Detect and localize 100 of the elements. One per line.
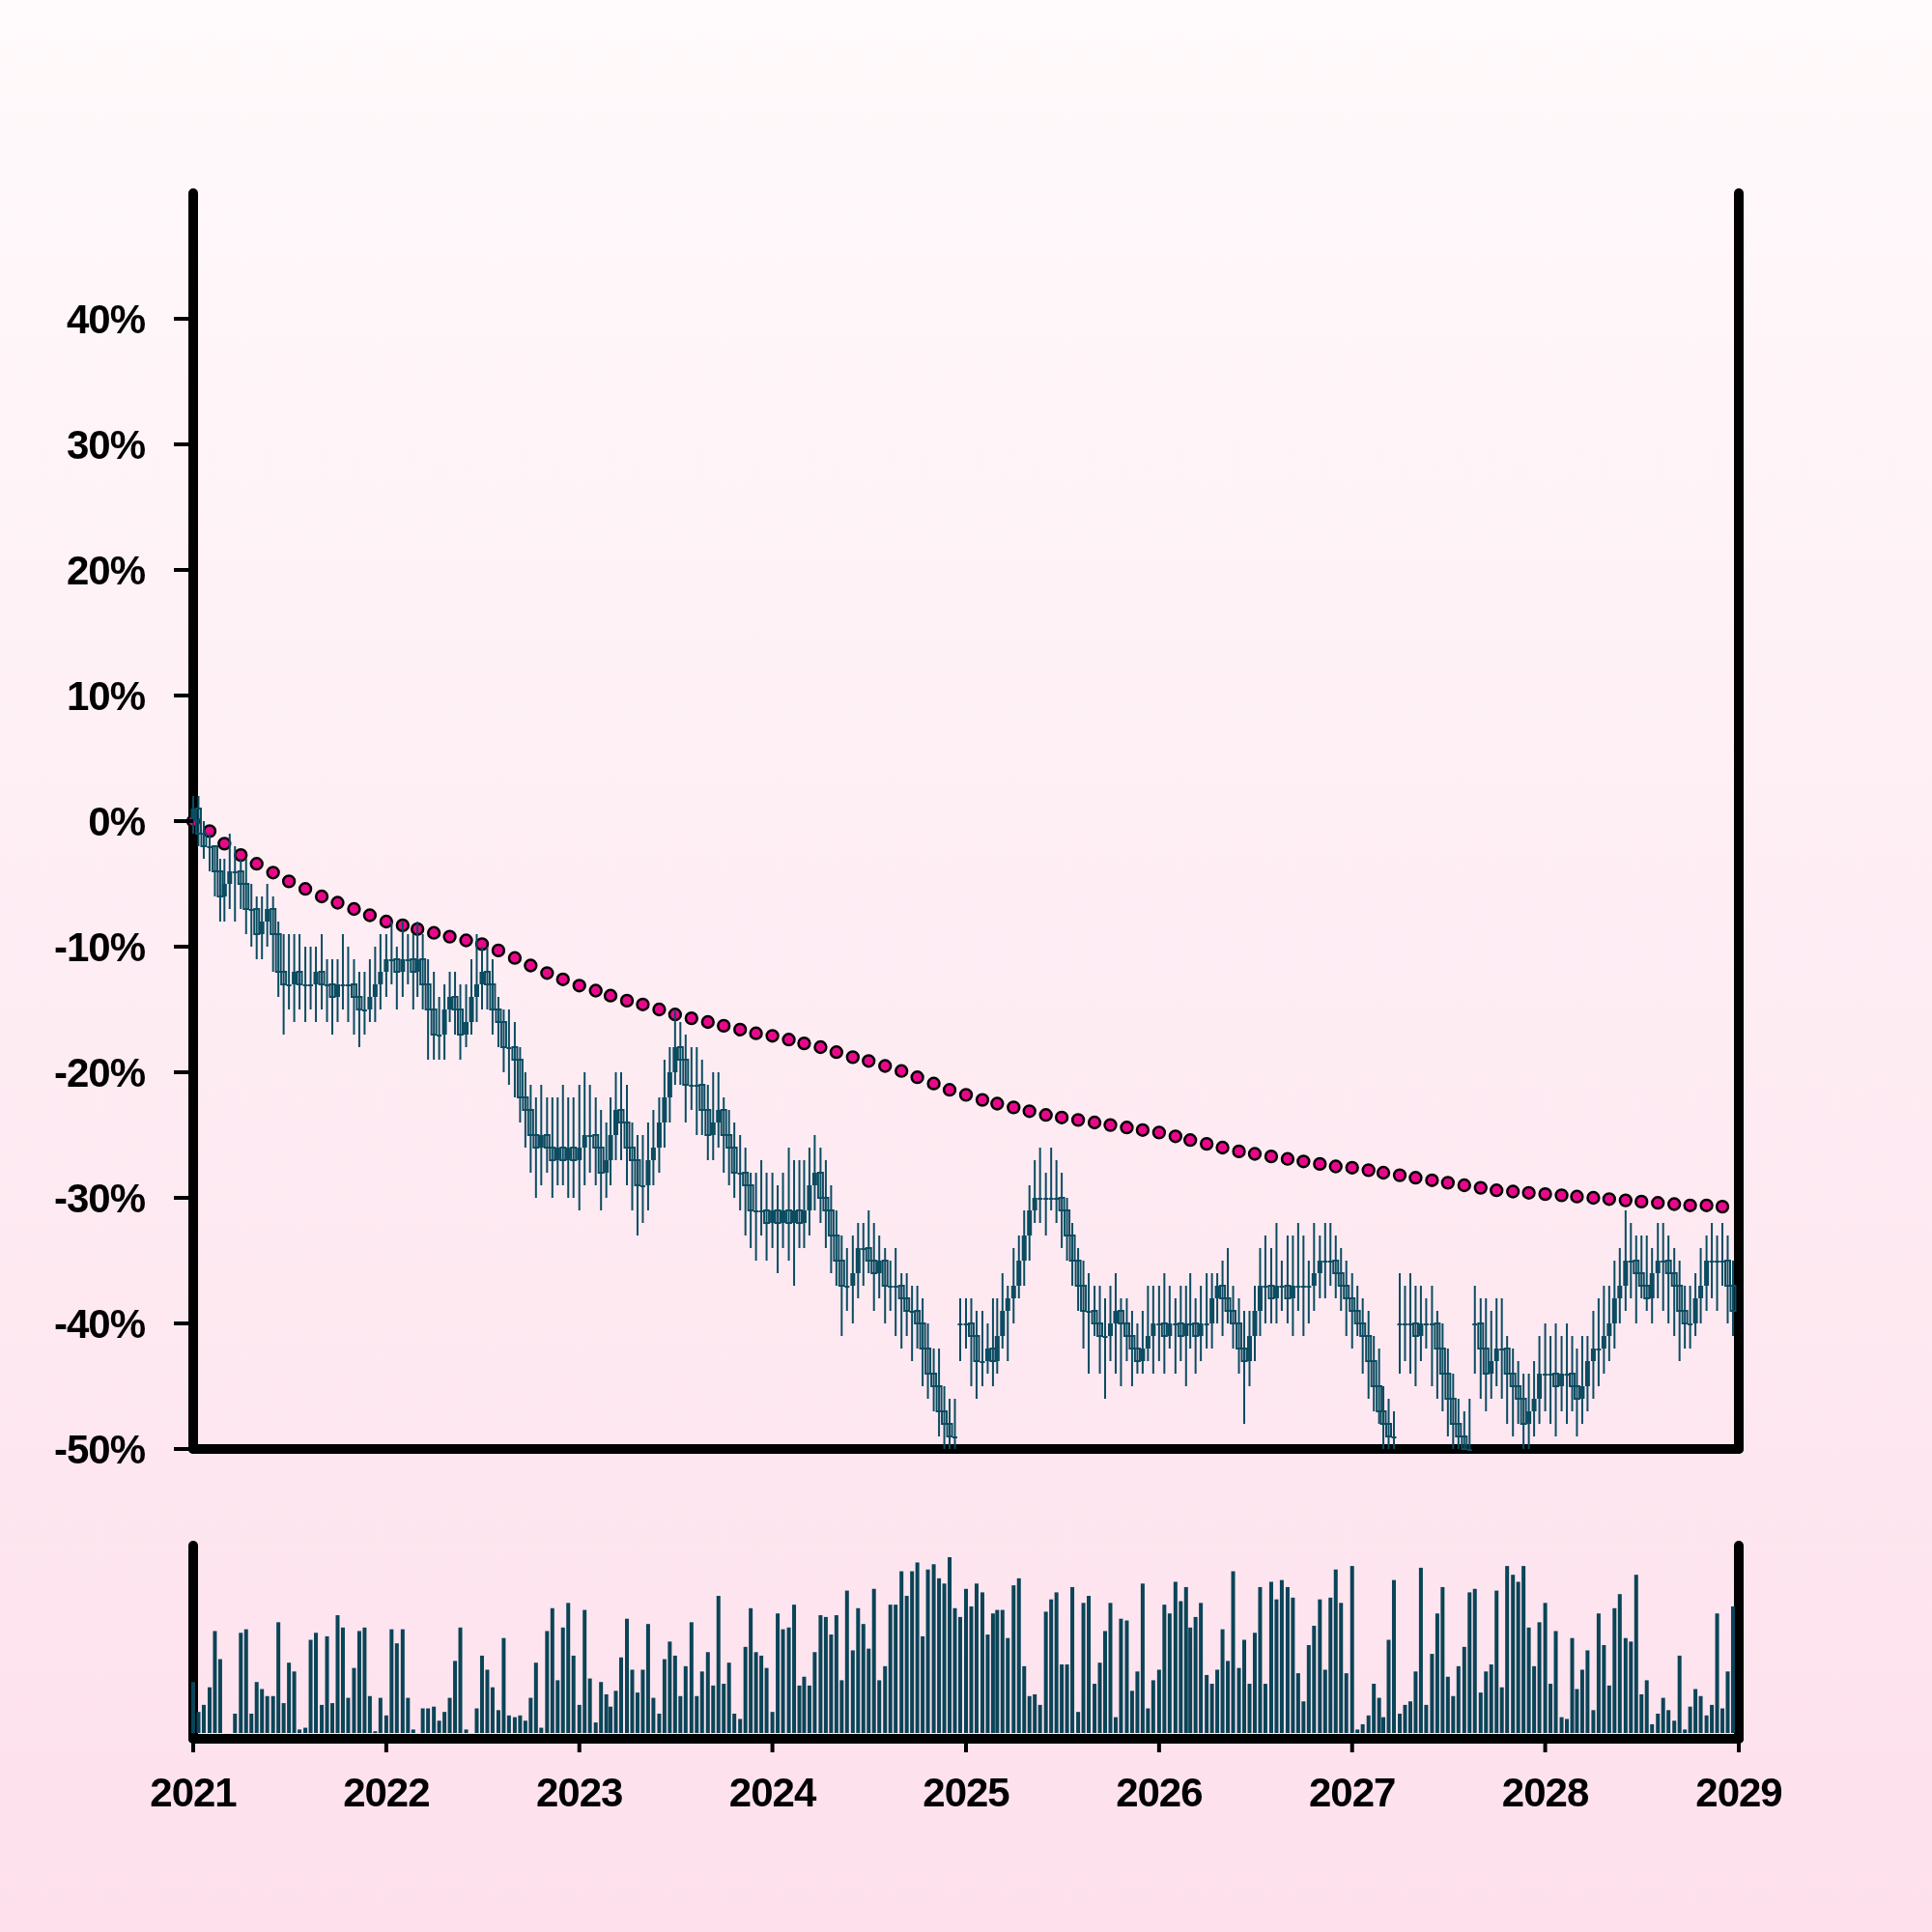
bar [1730, 1605, 1735, 1733]
bar [303, 1727, 308, 1733]
candlestick [1601, 1285, 1606, 1375]
x-tick-label: 2022 [343, 1770, 430, 1815]
bar [233, 1713, 238, 1733]
bar [883, 1665, 888, 1733]
y-tick-label: 0% [88, 799, 146, 845]
bar [1167, 1613, 1172, 1733]
candlestick [989, 1297, 997, 1387]
candlestick [328, 958, 336, 1036]
candlestick [367, 958, 373, 1023]
x-tick-label: 2026 [1116, 1770, 1203, 1815]
bar [587, 1678, 592, 1733]
candlestick [1606, 1285, 1612, 1362]
bar [699, 1671, 704, 1733]
bar [217, 1659, 222, 1733]
bar [1076, 1712, 1081, 1733]
bar [1318, 1599, 1322, 1733]
candlestick [1107, 1285, 1113, 1362]
bar [545, 1631, 550, 1733]
candlestick [850, 1235, 856, 1324]
candlestick [384, 933, 389, 998]
bar [1617, 1594, 1622, 1733]
bar [1570, 1637, 1575, 1733]
bar [1231, 1571, 1236, 1733]
bar [1537, 1622, 1542, 1733]
x-tick-label: 2027 [1309, 1770, 1396, 1815]
x-tick-label: 2023 [536, 1770, 623, 1815]
bar [990, 1613, 995, 1733]
bar [474, 1708, 479, 1733]
bar [802, 1676, 807, 1733]
candlestick [372, 946, 378, 1023]
candlestick [1698, 1247, 1704, 1324]
x-tick-label: 2021 [150, 1770, 238, 1815]
bar [432, 1706, 437, 1733]
bar [411, 1729, 415, 1733]
bar [625, 1618, 630, 1733]
bar [1456, 1665, 1461, 1733]
bar [1360, 1723, 1365, 1733]
bar [1263, 1684, 1267, 1733]
bar [1205, 1674, 1209, 1733]
candlestick [650, 1109, 656, 1186]
bar [1124, 1620, 1129, 1733]
bar [1093, 1684, 1097, 1733]
y-tick-label: -40% [53, 1301, 146, 1348]
bar [781, 1629, 785, 1733]
bar [899, 1571, 904, 1733]
bar [764, 1667, 769, 1733]
bar [239, 1633, 243, 1733]
bar [1553, 1631, 1558, 1733]
candlestick [378, 933, 384, 1010]
bar [604, 1693, 609, 1733]
bar [1672, 1720, 1677, 1733]
bar [490, 1687, 495, 1733]
bar [1151, 1680, 1155, 1733]
y-tick-label: -50% [53, 1427, 146, 1473]
bar [995, 1609, 1000, 1733]
y-tick-label: 10% [66, 673, 146, 720]
bar [378, 1697, 383, 1733]
bar [458, 1627, 463, 1733]
candlestick [957, 1297, 963, 1362]
bar [844, 1590, 849, 1733]
candlestick [881, 1247, 889, 1324]
bar [506, 1715, 511, 1733]
bar [394, 1643, 399, 1733]
bar [683, 1665, 688, 1733]
bar [464, 1729, 469, 1733]
bar [738, 1719, 743, 1733]
candlestick [1005, 1285, 1010, 1362]
bar [1377, 1697, 1381, 1733]
candlestick [1010, 1247, 1016, 1324]
bar [1391, 1579, 1396, 1733]
bar [1344, 1673, 1349, 1733]
bar [1656, 1713, 1661, 1733]
bar [571, 1655, 576, 1733]
candlestick [1145, 1285, 1151, 1362]
y-tick-label: 30% [66, 422, 146, 469]
bar [1183, 1586, 1188, 1733]
y-tick-label: -30% [53, 1176, 146, 1222]
candlestick [570, 1096, 578, 1199]
x-tick-label: 2029 [1695, 1770, 1782, 1815]
bar [618, 1657, 623, 1733]
bar [320, 1704, 325, 1733]
bar [1472, 1588, 1477, 1733]
x-tick-label: 2024 [728, 1770, 817, 1815]
candlestick [1617, 1247, 1623, 1324]
bar [265, 1695, 270, 1733]
bar [1430, 1654, 1435, 1733]
candlestick [1531, 1360, 1537, 1437]
y-tick-label: -10% [53, 924, 146, 971]
y-tick-label: 40% [66, 297, 146, 343]
bar [1698, 1695, 1703, 1733]
bar [818, 1615, 823, 1733]
x-tick-label: 2028 [1501, 1770, 1589, 1815]
bar [1279, 1579, 1284, 1733]
bar [657, 1713, 662, 1733]
bar [1037, 1704, 1042, 1733]
y-tick-label: -20% [53, 1050, 146, 1096]
bar [1011, 1585, 1016, 1733]
bar [974, 1583, 979, 1733]
